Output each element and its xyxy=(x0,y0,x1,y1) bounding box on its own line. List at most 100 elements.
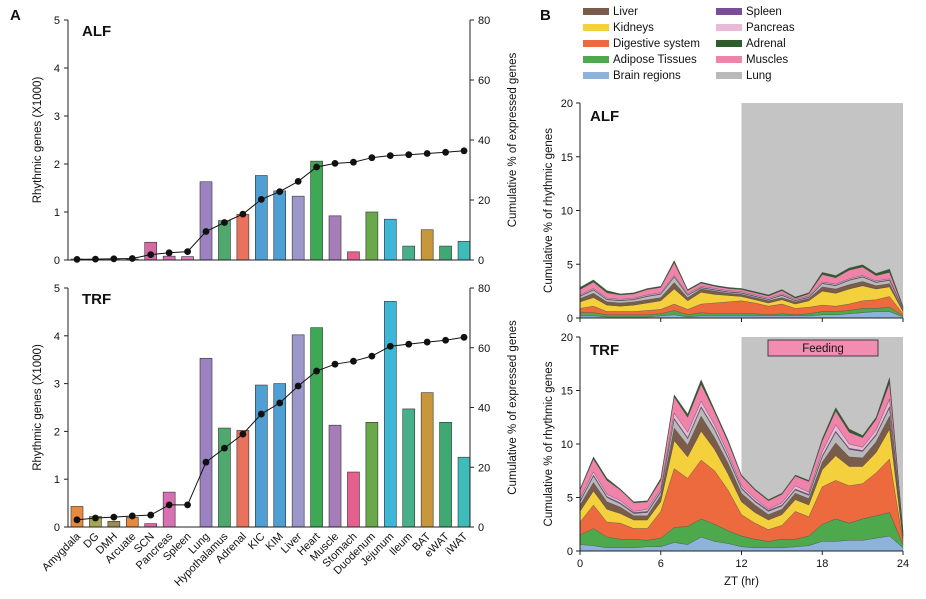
bar-trf-adrenal xyxy=(236,430,250,528)
bar-alf-muscle xyxy=(328,215,342,261)
y-tick-label-left-alf: 3 xyxy=(54,111,60,123)
bar-alf-jejunum xyxy=(384,218,397,261)
cumulative-point-trf-amygdala xyxy=(73,516,81,524)
cumulative-point-trf-lung xyxy=(202,458,210,466)
cumulative-line-alf xyxy=(76,150,465,260)
cumulative-point-alf-duodenum xyxy=(368,154,376,162)
legend-swatch-adipose-tissues xyxy=(583,56,609,63)
x-axis-label-trf: ZT (hr) xyxy=(724,576,759,588)
area-trf-adrenal xyxy=(579,377,904,533)
y-tick-label-left-trf: 5 xyxy=(54,283,60,295)
bar-alf-heart xyxy=(310,160,323,261)
bar-alf-ewat xyxy=(439,245,452,261)
cumulative-point-alf-lung xyxy=(202,228,210,235)
bar-alf-spleen xyxy=(181,256,194,261)
y-tick-label-left-trf: 1 xyxy=(54,474,60,486)
cumulative-point-trf-heart xyxy=(313,367,320,375)
legend-item-digestive-system: Digestive system xyxy=(583,38,700,50)
feeding-box xyxy=(767,339,879,357)
legend-item-liver: Liver xyxy=(583,6,638,18)
x-tick-label-trf: 6 xyxy=(658,558,664,570)
bar-trf-iwat xyxy=(457,456,471,528)
bar-trf-hypothalamus xyxy=(218,427,231,528)
bar-trf-scn xyxy=(144,523,158,528)
cumulative-point-trf-jejunum xyxy=(386,342,394,350)
cumulative-point-trf-dg xyxy=(92,514,99,522)
y-tick-label-left-trf: 3 xyxy=(54,379,60,391)
y-axis-label-right-trf: Cumulative % of expressed genes xyxy=(507,320,519,495)
cumulative-point-trf-dmh xyxy=(110,513,118,521)
y-tick-label-right-trf: 0 xyxy=(478,522,484,534)
y-axis-label-left-trf: Rhythmic genes (X1000) xyxy=(32,344,44,471)
legend-label-pancreas: Pancreas xyxy=(746,22,795,34)
cumulative-point-alf-dg xyxy=(92,255,99,263)
panel-b-trf-chart: 0 5 10 15 20 0 6 12 18 24 Cumulative % of rhythmic… xyxy=(543,332,909,588)
y-tick-label-trf: 0 xyxy=(567,546,573,558)
bar-alf-lung xyxy=(199,181,213,261)
chart-title-trf: TRF xyxy=(590,342,619,359)
x-tick-label-trf: 0 xyxy=(577,558,583,570)
cumulative-point-alf-arcuate xyxy=(128,255,136,262)
bar-alf-liver xyxy=(291,195,305,261)
bar-trf-ewat xyxy=(439,422,452,528)
bar-trf-lung xyxy=(199,357,213,528)
legend-item-kidneys: Kidneys xyxy=(583,22,654,34)
bar-trf-dmh xyxy=(107,520,121,528)
y-axis-label-trf: Cumulative % of rhythmic genes xyxy=(543,361,555,526)
bar-trf-bat xyxy=(420,392,434,528)
cumulative-point-alf-pancreas xyxy=(165,249,173,257)
y-tick-label-alf: 0 xyxy=(567,313,573,325)
legend-swatch-pancreas xyxy=(716,24,742,31)
cumulative-point-alf-liver xyxy=(294,178,302,185)
feeding-annotation: Feeding xyxy=(767,339,879,357)
cumulative-point-alf-muscle xyxy=(331,160,339,167)
legend-label-digestive-system: Digestive system xyxy=(613,38,700,50)
y-tick-label-trf: 15 xyxy=(561,386,573,398)
cumulative-point-alf-iwat xyxy=(460,147,468,155)
panel-a-trf-chart: 0 1 2 3 4 5 0 20 40 60 80 Rhythmic genes (X1000) Cum… xyxy=(32,283,519,589)
y-axis-label-alf: Cumulative % of rhythmic genes xyxy=(543,128,555,293)
y-tick-label-right-alf: 40 xyxy=(478,135,490,147)
cumulative-point-trf-bat xyxy=(423,338,431,346)
cumulative-point-alf-heart xyxy=(313,163,320,171)
x-tick-label-trf: 24 xyxy=(897,558,909,570)
y-tick-label-right-alf: 20 xyxy=(478,195,490,207)
y-tick-label-left-alf: 0 xyxy=(54,255,60,267)
cumulative-point-trf-hypothalamus xyxy=(221,444,228,452)
feeding-label: Feeding xyxy=(802,343,844,355)
legend-label-spleen: Spleen xyxy=(746,6,782,18)
cumulative-point-alf-hypothalamus xyxy=(221,219,228,226)
panel-label-a: A xyxy=(10,7,21,24)
cumulative-line-trf xyxy=(76,336,465,521)
cumulative-point-alf-kim xyxy=(276,188,284,196)
legend-item-muscles: Muscles xyxy=(716,54,788,66)
x-tick-label-iwat: iWAT xyxy=(444,530,471,557)
y-tick-label-trf: 10 xyxy=(561,439,573,451)
cumulative-point-alf-bat xyxy=(423,150,431,157)
cumulative-point-trf-stomach xyxy=(350,357,357,365)
cumulative-point-alf-kic xyxy=(257,196,265,203)
y-tick-label-left-alf: 1 xyxy=(54,207,60,219)
cumulative-point-alf-amygdala xyxy=(73,256,81,263)
y-tick-label-alf: 10 xyxy=(561,206,573,218)
bar-alf-bat xyxy=(420,229,434,261)
legend-swatch-kidneys xyxy=(583,24,609,31)
cumulative-point-trf-scn xyxy=(147,511,155,519)
cumulative-point-alf-ewat xyxy=(442,148,449,156)
bar-alf-pancreas xyxy=(162,255,176,261)
cumulative-point-trf-liver xyxy=(294,382,302,390)
legend-swatch-digestive-system xyxy=(583,40,609,47)
y-tick-label-right-trf: 80 xyxy=(478,283,490,295)
cumulative-point-trf-arcuate xyxy=(128,512,136,520)
y-tick-label-trf: 20 xyxy=(561,332,573,344)
bar-trf-liver xyxy=(291,334,305,528)
cumulative-point-alf-jejunum xyxy=(386,152,394,160)
cumulative-point-trf-kic xyxy=(257,410,265,418)
bar-alf-iwat xyxy=(457,240,471,261)
x-tick-label-trf: 12 xyxy=(735,558,747,570)
cumulative-point-alf-ileum xyxy=(405,151,413,159)
bar-alf-kim xyxy=(273,190,287,261)
legend: Liver Kidneys Digestive system Adipose Tiss… xyxy=(583,6,795,82)
y-tick-label-left-alf: 2 xyxy=(54,159,60,171)
y-tick-label-left-trf: 0 xyxy=(54,522,60,534)
